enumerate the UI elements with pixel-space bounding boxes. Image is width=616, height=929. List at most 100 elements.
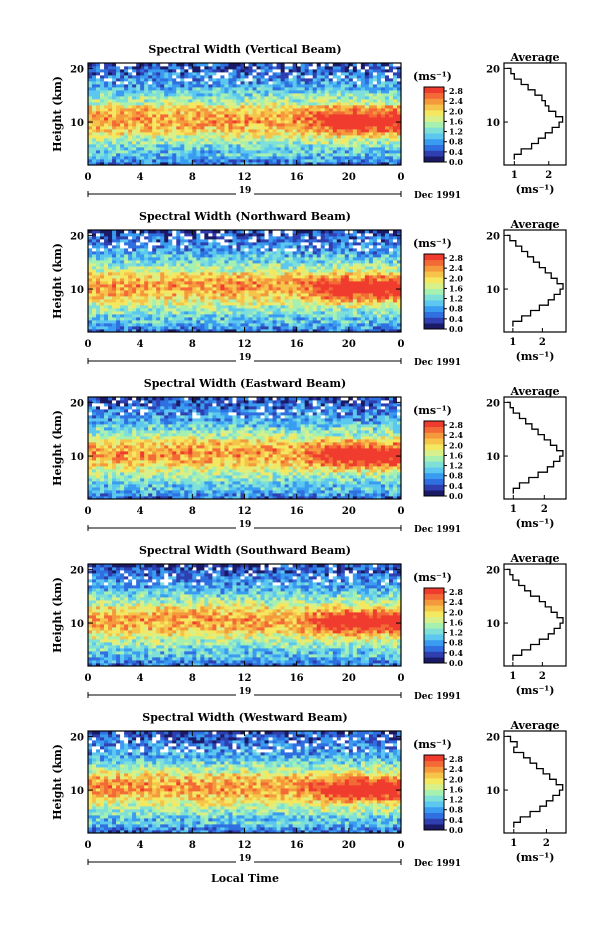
heatmap-cell	[348, 117, 354, 121]
heatmap-cell	[160, 84, 165, 88]
heatmap-cell	[256, 126, 261, 130]
heatmap-cell	[200, 275, 205, 279]
heatmap-cell	[180, 314, 185, 318]
heatmap-cell	[220, 242, 225, 246]
heatmap-cell	[384, 63, 390, 67]
heatmap-cell	[252, 99, 257, 103]
heatmap-cell	[288, 281, 294, 285]
heatmap-cell	[184, 117, 189, 121]
heatmap-cell	[156, 69, 161, 73]
heatmap-cell	[260, 72, 265, 76]
heatmap-cell	[284, 317, 290, 321]
heatmap-cell	[316, 90, 322, 94]
heatmap-cell	[228, 308, 233, 312]
heatmap-cell	[260, 308, 265, 312]
heatmap-cell	[292, 251, 298, 255]
heatmap-cell	[244, 162, 249, 166]
heatmap-cell	[280, 111, 286, 115]
heatmap-cell	[160, 156, 165, 160]
heatmap-cell	[248, 120, 253, 124]
heatmap-cell	[312, 111, 318, 115]
heatmap-cell	[216, 129, 221, 133]
heatmap-cell	[116, 87, 121, 91]
heatmap-cell	[320, 135, 326, 139]
heatmap-cell	[296, 299, 302, 303]
heatmap-cell	[176, 239, 181, 243]
heatmap-cell	[284, 162, 290, 166]
heatmap-cell	[392, 90, 398, 94]
heatmap-cell	[328, 156, 334, 160]
heatmap-cell	[284, 233, 290, 237]
heatmap-cell	[264, 120, 269, 124]
heatmap-cell	[132, 281, 137, 285]
heatmap-cell	[332, 326, 338, 330]
heatmap-cell	[296, 63, 302, 67]
heatmap-cell	[196, 93, 201, 97]
heatmap-cell	[296, 269, 302, 273]
heatmap-cell	[320, 236, 326, 240]
heatmap-cell	[384, 111, 390, 115]
heatmap-cell	[288, 72, 294, 76]
heatmap-cell	[120, 272, 125, 276]
heatmap-cell	[260, 266, 265, 270]
heatmap-cell	[200, 129, 205, 133]
heatmap-cell	[140, 272, 145, 276]
heatmap-cell	[264, 272, 269, 276]
heatmap-cell	[92, 87, 97, 91]
heatmap-cell	[224, 251, 229, 255]
heatmap-cell	[228, 257, 233, 261]
heatmap-cell	[272, 63, 277, 67]
heatmap-cell	[136, 266, 141, 270]
heatmap-cell	[236, 296, 241, 300]
heatmap-cell	[208, 299, 213, 303]
heatmap-cell	[336, 275, 342, 279]
heatmap-cell	[368, 153, 374, 157]
heatmap-cell	[392, 78, 398, 82]
heatmap-cell	[160, 233, 165, 237]
heatmap-cell	[172, 72, 177, 76]
heatmap-cell	[136, 150, 141, 154]
heatmap-cell	[124, 305, 129, 309]
heatmap-cell	[236, 233, 241, 237]
heatmap-cell	[92, 290, 97, 294]
heatmap-cell	[392, 117, 398, 121]
heatmap-cell	[296, 102, 302, 106]
heatmap-cell	[312, 293, 318, 297]
heatmap-cell	[188, 266, 193, 270]
heatmap-cell	[176, 78, 181, 82]
heatmap-cell	[328, 135, 334, 139]
heatmap-cell	[248, 275, 253, 279]
heatmap-cell	[228, 99, 233, 103]
heatmap-cell	[128, 260, 133, 264]
heatmap-cell	[108, 287, 113, 291]
heatmap-cell	[140, 150, 145, 154]
heatmap-cell	[164, 141, 169, 145]
heatmap-cell	[288, 123, 294, 127]
heatmap-cell	[196, 69, 201, 73]
heatmap-cell	[180, 278, 185, 282]
heatmap-cell	[96, 239, 101, 243]
heatmap-cell	[192, 126, 197, 130]
heatmap-cell	[396, 153, 402, 157]
heatmap-cell	[292, 308, 298, 312]
heatmap-cell	[316, 230, 322, 234]
heatmap-cell	[200, 323, 205, 327]
heatmap-cell	[104, 233, 109, 237]
heatmap-cell	[248, 87, 253, 91]
heatmap-cell	[152, 159, 157, 163]
heatmap-cell	[224, 257, 229, 261]
heatmap-cell	[288, 117, 294, 121]
heatmap-cell	[172, 254, 177, 258]
heatmap-cell	[132, 323, 137, 327]
heatmap-cell	[276, 299, 282, 303]
heatmap-cell	[308, 129, 314, 133]
heatmap-cell	[156, 93, 161, 97]
heatmap-cell	[140, 126, 145, 130]
heatmap-cell	[384, 126, 390, 130]
heatmap-cell	[248, 329, 253, 333]
heatmap-cell	[232, 293, 237, 297]
heatmap-cell	[192, 147, 197, 151]
heatmap-cell	[388, 111, 394, 115]
heatmap-cell	[240, 296, 245, 300]
heatmap-cell	[284, 126, 290, 130]
